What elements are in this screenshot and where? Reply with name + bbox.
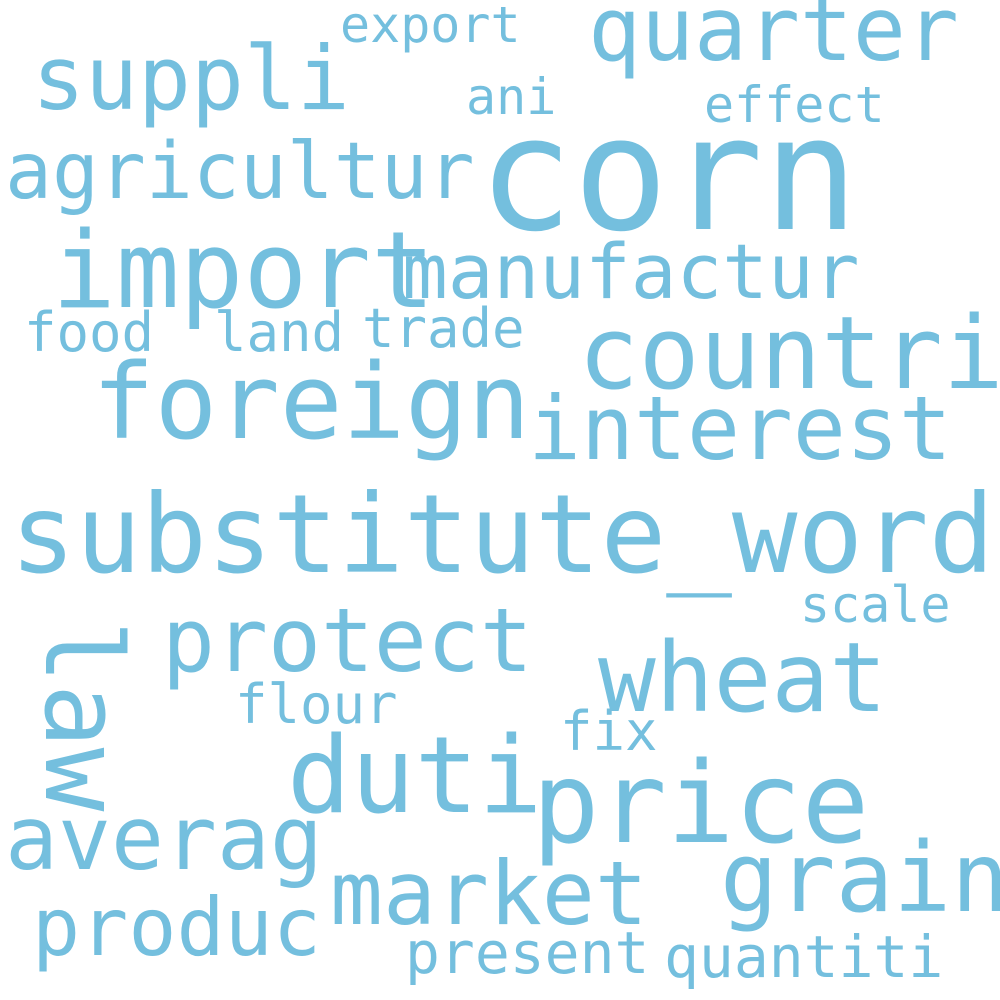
word-scale: scale — [800, 576, 951, 634]
word-food: food — [24, 301, 155, 364]
word-duti: duti — [287, 714, 543, 837]
word-law: law — [21, 620, 144, 812]
word-effect: effect — [704, 76, 885, 134]
word-land: land — [214, 301, 345, 364]
word-agricultur: agricultur — [5, 127, 475, 217]
word-fix: fix — [560, 700, 658, 763]
word-protect: protect — [162, 589, 533, 692]
word-grain: grain — [720, 822, 1000, 934]
word-flour: flour — [235, 673, 398, 736]
word-manufactur: manufactur — [402, 227, 860, 316]
word-market: market — [330, 842, 648, 945]
word-export: export — [340, 0, 521, 54]
word-quantiti: quantiti — [664, 923, 944, 991]
word-averag: averag — [5, 787, 323, 890]
word-present: present — [405, 919, 650, 987]
word-price: price — [532, 739, 870, 869]
word-wheat: wheat — [598, 622, 887, 734]
word-foreign: foreign — [92, 341, 531, 463]
word-trade: trade — [362, 297, 525, 360]
word-corn: corn — [478, 83, 859, 267]
word-produc: produc — [32, 881, 321, 974]
word-quarter: quarter — [588, 0, 959, 81]
word-ani: ani — [466, 68, 557, 126]
word-import: import — [52, 209, 435, 332]
word-countri: countri — [578, 294, 1000, 412]
word-substitute-word: substitute_word — [10, 471, 995, 598]
word-interest: interest — [528, 377, 952, 480]
word-suppli: suppli — [32, 27, 350, 130]
